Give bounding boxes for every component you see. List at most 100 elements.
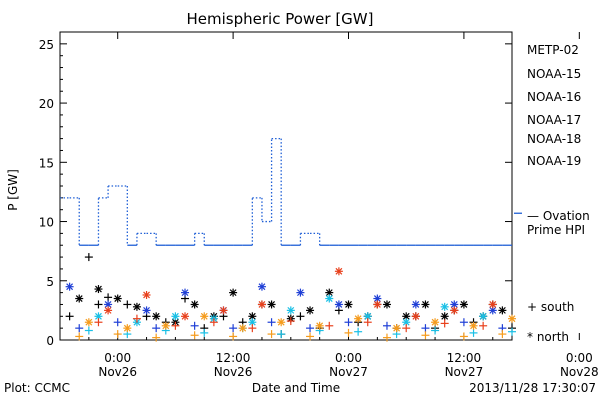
south-point [344,318,353,327]
legend-item-noaa-17: NOAA-17 [527,113,581,127]
north-point [200,312,209,321]
north-point [229,288,238,297]
north-point [267,300,276,309]
south-point [431,326,440,335]
satellite-points [65,253,516,342]
north-point [469,321,478,330]
south-point [421,324,430,333]
north-point [123,324,132,333]
x-axis-label: Date and Time [252,381,340,395]
x-tick-date: Nov28 [560,365,599,379]
south-point [421,331,430,340]
south-point [440,319,449,328]
north-point [459,300,468,309]
north-point [277,318,286,327]
south-point [152,324,161,333]
legend-item-noaa-16: NOAA-16 [527,90,581,104]
north-point [306,306,315,315]
south-point [123,300,132,309]
north-point [354,314,363,323]
south-point [132,314,141,323]
south-point [171,321,180,330]
x-tick-time: 0:00 [566,351,593,365]
south-point [75,324,84,333]
south-point [190,331,199,340]
legend-item-noaa-19: NOAA-19 [527,154,581,168]
x-tick-date: Nov26 [98,365,137,379]
south-point [65,312,74,321]
x-tick-date: Nov27 [329,365,368,379]
south-point [459,318,468,327]
south-symbol-legend: + south [527,300,574,314]
north-point [373,300,382,309]
south-point [402,324,411,333]
south-point [190,321,199,330]
south-point [209,318,218,327]
south-point [267,330,276,339]
south-point [229,324,238,333]
north-point [411,312,420,321]
north-point [75,294,84,303]
north-point [508,314,516,323]
ovation-hpi-line [60,137,522,246]
north-point [142,290,151,299]
y-tick-label: 15 [39,156,54,170]
north-point [315,321,324,330]
south-point [382,333,391,342]
south-point [75,332,84,341]
south-point [229,332,238,341]
north-point [488,300,497,309]
x-tick-time: 12:00 [447,351,482,365]
plot-timestamp: 2013/11/28 17:30:07 [469,381,596,395]
south-point [94,318,103,327]
north-point [132,302,141,311]
south-point [94,300,103,309]
y-axis-label: P [GW] [6,169,20,211]
plot-credit: Plot: CCMC [4,381,70,395]
north-point [181,288,190,297]
x-tick-time: 0:00 [335,351,362,365]
y-tick-label: 10 [39,216,54,230]
north-point [219,306,228,315]
legend: METP-02 NOAA-15 NOAA-16 NOAA-17 NOAA-18 … [527,43,581,168]
north-point [142,306,151,315]
north-point [344,300,353,309]
north-point [392,324,401,333]
x-tick-time: 12:00 [216,351,251,365]
south-point [508,327,516,336]
north-point [84,318,93,327]
north-point [161,321,170,330]
south-point [267,318,276,327]
x-tick-date: Nov26 [214,365,253,379]
north-point [479,312,488,321]
north-point [104,306,113,315]
north-point [152,312,161,321]
south-point [469,328,478,337]
south-point [286,317,295,326]
y-axis-ticks: 0 5 10 15 20 25 [39,38,512,348]
north-point [286,306,295,315]
legend-item-metp-02: METP-02 [527,43,579,57]
south-point [306,324,315,333]
y-tick-label: 20 [39,97,54,111]
south-point [84,253,93,262]
south-point [459,332,468,341]
legend-item-noaa-15: NOAA-15 [527,67,581,81]
north-point [411,300,420,309]
x-tick-time: 0:00 [104,351,131,365]
north-point [373,294,382,303]
south-point [306,332,315,341]
ovation-legend-line2: Prime HPI [527,223,585,237]
south-point [113,330,122,339]
north-point [181,312,190,321]
north-point [382,300,391,309]
south-point [277,330,286,339]
north-point [402,312,411,321]
south-point [248,324,257,333]
north-point [431,318,440,327]
north-point [171,312,180,321]
south-point [113,318,122,327]
south-point [152,333,161,342]
north-point [440,312,449,321]
